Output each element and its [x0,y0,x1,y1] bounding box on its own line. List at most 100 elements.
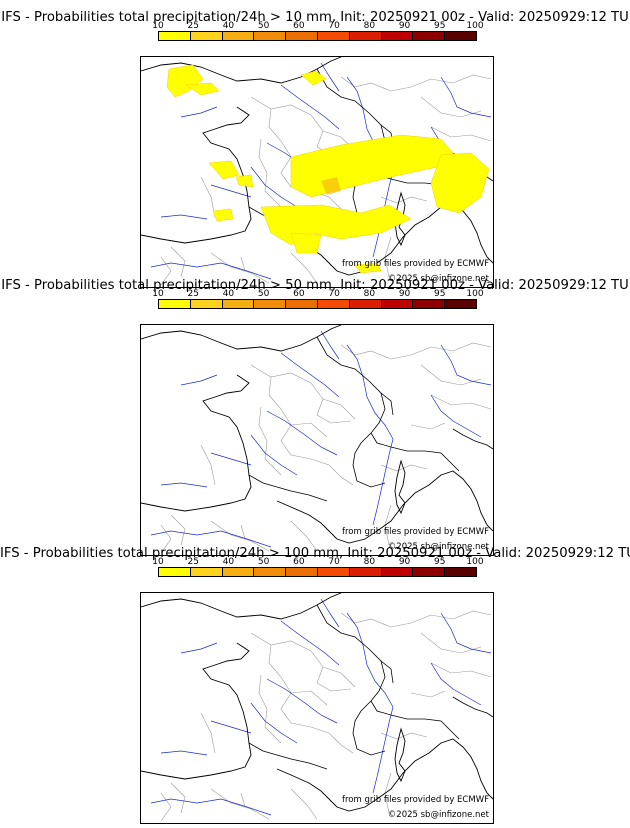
colorbar-tick-label: 10 [152,21,164,31]
colorbar-tick-label: 60 [293,557,305,567]
colorbar-tick-label: 25 [187,289,199,299]
precip-area-biscay [235,174,254,188]
coastline [141,593,493,812]
colorbar-tick-label: 10 [152,557,164,567]
precip-area-alps [430,152,490,214]
precip-area-north [300,70,327,86]
colorbar-tick-label: 40 [222,21,235,31]
precip-overlay [166,64,490,274]
precip-area-south [260,204,412,246]
colorbar-ticks: 10 25 40 50 60 70 80 90 95 100 [152,21,483,32]
basemap [141,325,493,554]
colorbar-segment [317,568,350,576]
source-credit: from grib files provided by ECMWF [342,795,489,805]
panel-title: IFS - Probabilities total precipitation/… [1,10,629,25]
precip-area-east [290,134,454,198]
source-credit: from grib files provided by ECMWF [342,259,489,269]
colorbar [158,299,477,309]
colorbar-tick-label: 70 [328,557,340,567]
colorbar-segment [445,32,476,40]
colorbar-segment [349,300,382,308]
colorbar-tick-label: 60 [293,289,305,299]
colorbar-tick-label: 50 [257,21,270,31]
colorbar-ticks: 10 25 40 50 60 70 80 90 95 100 [152,289,483,300]
colorbar-tick-label: 80 [363,289,376,299]
colorbar-tick-label: 60 [293,21,305,31]
colorbar-segment [254,32,287,40]
colorbar-tick-label: 25 [187,557,199,567]
colorbar-segment [159,568,191,576]
colorbar-segment [317,32,350,40]
colorbar-ticks: 10 25 40 50 60 70 80 90 95 100 [152,557,483,568]
colorbar-segment [445,568,476,576]
colorbar-tick-label: 80 [363,557,376,567]
colorbar-segment [349,568,382,576]
colorbar-segment [413,32,446,40]
rivers [150,330,492,548]
colorbar-segment [286,568,318,576]
colorbar-tick-label: 90 [398,557,411,567]
colorbar-tick-label: 50 [257,557,270,567]
panel-title: IFS - Probabilities total precipitation/… [1,278,629,293]
colorbar-tick-label: 100 [466,21,484,31]
colorbar-segment [254,568,287,576]
colorbar-tick-label: 100 [466,557,484,567]
copyright-credit: ©2025 sb@infizone.net [387,810,489,820]
copyright-credit: ©2025 sb@infizone.net [387,542,489,552]
map-panel-50mm: IFS - Probabilities total precipitation/… [0,278,630,556]
colorbar-segment [349,32,382,40]
map-panel-10mm: IFS - Probabilities total precipitation/… [0,10,630,288]
colorbar-tick-label: 25 [187,21,199,31]
precip-area-spain-north [212,208,234,222]
colorbar-tick-label: 95 [434,289,446,299]
colorbar-segment [254,300,287,308]
map-panel-100mm: IFS - Probabilities total precipitation/… [0,546,630,824]
coastline [141,57,493,276]
colorbar-segment [286,32,318,40]
regional-borders [160,610,492,822]
colorbar-tick-label: 80 [363,21,376,31]
colorbar-tick-label: 70 [328,21,340,31]
national-borders [248,336,493,502]
colorbar-tick-label: 10 [152,289,164,299]
colorbar-segment [222,300,255,308]
basemap [141,593,493,822]
regional-borders [160,342,492,554]
map: from grib files provided by ECMWF ©2025 … [140,56,494,288]
map: from grib files provided by ECMWF ©2025 … [140,324,494,556]
colorbar-segment [381,568,414,576]
colorbar-segment [286,300,318,308]
colorbar-segment [159,300,191,308]
national-borders [248,604,493,770]
colorbar-tick-label: 95 [434,557,446,567]
colorbar-segment [445,300,476,308]
colorbar-segment [381,32,414,40]
copyright-credit: ©2025 sb@infizone.net [387,274,489,284]
colorbar-segment [381,300,414,308]
precip-area-sw [354,262,382,274]
colorbar-segment [317,300,350,308]
coastline [141,325,493,544]
colorbar [158,567,477,577]
map: from grib files provided by ECMWF ©2025 … [140,592,494,824]
colorbar-tick-label: 100 [466,289,484,299]
precip-area-brittany [208,160,240,180]
colorbar-segment [190,32,223,40]
colorbar-tick-label: 40 [222,557,235,567]
colorbar-tick-label: 70 [328,289,340,299]
colorbar-segment [190,568,223,576]
rivers [150,598,492,816]
colorbar [158,31,477,41]
precip-area-england [166,64,204,98]
panel-title: IFS - Probabilities total precipitation/… [0,546,630,561]
colorbar-segment [222,32,255,40]
colorbar-tick-label: 90 [398,289,411,299]
precip-area-pyrenees [290,232,322,254]
precip-area-channel [185,82,220,96]
source-credit: from grib files provided by ECMWF [342,527,489,537]
colorbar-segment [190,300,223,308]
colorbar-segment [159,32,191,40]
colorbar-tick-label: 95 [434,21,446,31]
precip-core-rhone [321,177,341,195]
colorbar-tick-label: 50 [257,289,270,299]
